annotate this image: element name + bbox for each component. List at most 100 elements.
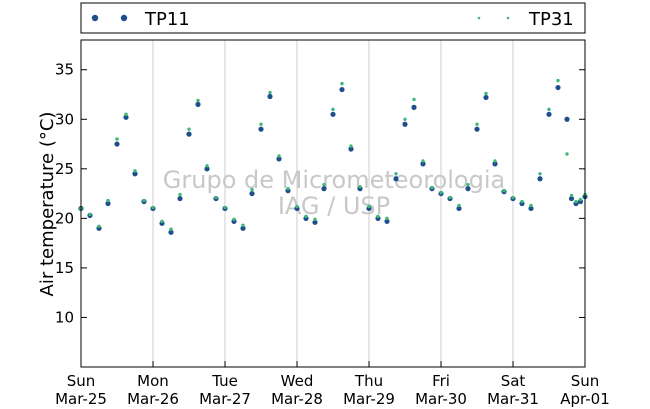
data-point-tp11 (330, 111, 336, 117)
y-tick-label: 30 (55, 110, 74, 128)
series-tp31 (79, 78, 587, 231)
data-point-tp31 (430, 185, 434, 190)
data-point-tp31 (223, 205, 227, 210)
data-point-tp11 (276, 156, 282, 162)
data-point-tp31 (250, 187, 254, 192)
data-point-tp11 (483, 94, 489, 101)
legend-entry-tp31: TP31 (477, 9, 574, 30)
data-point-tp31 (403, 117, 407, 121)
data-point-tp11 (546, 111, 552, 117)
data-point-tp31 (367, 204, 371, 209)
data-point-tp31 (439, 190, 443, 195)
data-point-tp31 (151, 205, 155, 210)
y-tick-label: 25 (55, 160, 74, 178)
data-point-tp31 (358, 184, 362, 189)
data-point-tp11 (456, 205, 462, 212)
data-point-tp11 (411, 104, 417, 110)
x-tick-label-date: Mar-27 (199, 390, 251, 408)
y-tick-label: 20 (55, 209, 74, 227)
x-tick-label-day: Sun (571, 372, 600, 390)
data-point-tp31 (556, 78, 560, 83)
x-axis-ticks: SunMar-25MonMar-26TueMar-27WedMar-28ThuM… (55, 361, 610, 408)
data-points (78, 78, 588, 235)
data-point-tp31 (304, 214, 308, 219)
data-point-tp11 (339, 86, 345, 93)
data-point-tp31 (322, 182, 326, 187)
data-point-tp31 (475, 122, 479, 126)
data-point-tp11 (564, 116, 570, 122)
data-point-tp31 (493, 159, 497, 163)
data-point-tp11 (132, 171, 138, 177)
data-point-tp31 (115, 137, 119, 141)
watermark: Grupo de Micrometeorologia IAG / USP (163, 166, 505, 220)
data-point-tp11 (555, 84, 561, 91)
data-point-tp31 (142, 198, 146, 203)
data-point-tp31 (529, 203, 533, 208)
data-point-tp11 (312, 219, 318, 225)
data-point-tp11 (568, 195, 575, 202)
data-point-tp31 (241, 223, 245, 227)
data-point-tp11 (465, 186, 471, 192)
data-point-tp31 (187, 127, 191, 131)
data-point-tp31 (394, 172, 398, 176)
x-tick-label-date: Mar-31 (487, 390, 539, 408)
data-point-tp31 (286, 186, 290, 191)
data-point-tp31 (538, 172, 542, 176)
y-tick-label: 10 (55, 308, 74, 326)
data-point-tp31 (268, 90, 272, 95)
x-tick-label-date: Mar-26 (127, 390, 179, 408)
x-tick-label-day: Thu (354, 372, 383, 390)
data-point-tp31 (97, 224, 101, 228)
data-point-tp31 (457, 203, 461, 208)
data-point-tp31 (511, 195, 515, 200)
data-point-tp11 (492, 161, 498, 167)
data-point-tp11 (249, 190, 255, 197)
data-point-tp31 (259, 122, 263, 126)
data-point-tp11 (420, 161, 426, 167)
legend-frame (80, 2, 586, 34)
x-tick-label-day: Tue (211, 372, 238, 390)
data-point-tp11 (123, 114, 129, 120)
data-point-tp11 (186, 131, 192, 137)
legend-marker-tp31 (506, 16, 510, 20)
y-axis-title: Air temperature (°C) (37, 112, 58, 297)
data-point-tp31 (331, 107, 335, 112)
data-point-tp31 (205, 164, 209, 168)
x-tick-label-date: Mar-30 (415, 390, 467, 408)
data-point-tp31 (313, 217, 317, 222)
data-point-tp11 (393, 176, 399, 182)
data-point-tp31 (232, 217, 236, 222)
legend: TP11 TP31 (80, 2, 586, 34)
data-point-tp31 (520, 199, 524, 204)
x-tick-label-day: Sat (501, 372, 526, 390)
legend-marker-tp11 (91, 14, 99, 22)
data-point-tp31 (169, 227, 173, 231)
x-tick-label-date: Mar-29 (343, 390, 395, 408)
data-point-tp31 (196, 98, 200, 103)
data-point-tp11 (114, 141, 120, 147)
data-point-tp31 (277, 154, 281, 158)
watermark-line-1: Grupo de Micrometeorologia (163, 166, 505, 194)
data-point-tp11 (537, 176, 543, 182)
data-point-tp31 (448, 195, 452, 200)
data-point-tp11 (384, 218, 390, 224)
data-point-tp31 (547, 107, 551, 112)
data-point-tp11 (105, 200, 111, 207)
data-point-tp31 (106, 198, 110, 203)
x-tick-label-day: Mon (137, 372, 169, 390)
data-point-tp31 (466, 182, 470, 187)
data-point-tp31 (574, 199, 578, 204)
data-point-tp31 (214, 195, 218, 200)
data-point-tp11 (258, 126, 264, 132)
data-point-tp31 (565, 152, 569, 156)
legend-label-tp11: TP11 (144, 9, 190, 30)
data-point-tp31 (569, 193, 574, 198)
data-point-tp31 (349, 144, 353, 148)
data-point-tp31 (502, 188, 506, 193)
x-tick-label-day: Wed (281, 372, 314, 390)
data-point-tp31 (88, 212, 92, 217)
data-point-tp31 (385, 216, 389, 221)
data-point-tp11 (528, 205, 534, 212)
data-point-tp31 (295, 204, 299, 209)
